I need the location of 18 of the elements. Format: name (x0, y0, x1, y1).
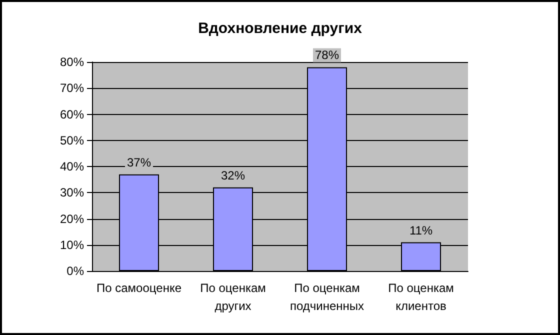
data-label: 37% (126, 155, 152, 170)
y-tick-label: 20% (60, 212, 84, 226)
chart-title: Вдохновление других (198, 20, 363, 37)
y-tick-label: 60% (60, 107, 84, 122)
x-tick-label: По самооценке (96, 281, 182, 295)
data-label: 78% (314, 48, 340, 62)
y-tick-label: 30% (60, 186, 84, 200)
y-tick-label: 0% (66, 264, 84, 278)
y-tick-label: 10% (60, 238, 84, 252)
x-tick-label: По оценкам подчиненных (290, 281, 364, 313)
y-tick-label: 40% (60, 160, 84, 174)
data-label: 32% (220, 168, 246, 182)
y-tick-label: 50% (60, 133, 84, 148)
data-label: 11% (409, 223, 433, 238)
y-tick-label: 70% (60, 81, 84, 96)
x-tick-label: По оценкам других (200, 281, 266, 313)
x-tick-label: По оценкам клиентов (388, 281, 454, 313)
y-tick-label: 80% (60, 55, 84, 69)
